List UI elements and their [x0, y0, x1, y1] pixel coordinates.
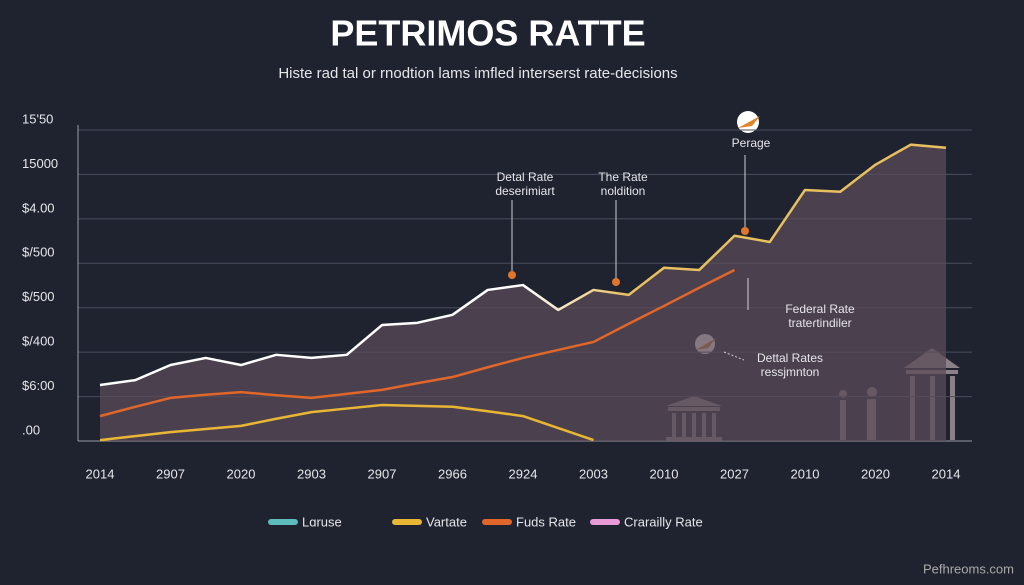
chart-title: PETRIMOS RATTE — [330, 13, 645, 54]
x-tick-label: 2010 — [791, 466, 820, 481]
legend-label: Lɑruse — [302, 514, 342, 529]
x-tick-label: 2903 — [297, 466, 326, 481]
y-tick-label: .00 — [22, 422, 40, 437]
x-tick-label: 2014 — [86, 466, 115, 481]
annotation-text: Perage — [732, 136, 771, 150]
chart-subtitle: Histe rad tal or rnodtion lams imfled in… — [278, 65, 677, 82]
legend-label: Vartate — [426, 514, 467, 529]
y-tick-label: $/500 — [22, 245, 55, 260]
x-tick-label: 2020 — [861, 466, 890, 481]
legend-label: Fuds Rate — [516, 514, 576, 529]
legend-swatch — [482, 519, 512, 525]
annotation-text: Detal Rate — [497, 170, 554, 184]
annotation-marker — [741, 227, 749, 235]
legend-swatch — [590, 519, 620, 525]
x-tick-label: 2027 — [720, 466, 749, 481]
y-tick-label: 15000 — [22, 156, 58, 171]
annotation-marker — [612, 278, 620, 286]
line — [99, 403, 594, 442]
y-tick-label: 15'50 — [22, 111, 53, 126]
annotation-text: deserimiart — [495, 184, 555, 198]
legend-swatch — [268, 519, 298, 525]
y-tick-label: $/500 — [22, 289, 55, 304]
x-tick-label: 2020 — [227, 466, 256, 481]
y-tick-label: $6:00 — [22, 378, 55, 393]
legend-label: Crarailly Rate — [624, 514, 703, 529]
annotation-marker — [508, 271, 516, 279]
annotation-text: Dettal Rates — [757, 351, 823, 365]
line — [99, 143, 947, 387]
area — [100, 144, 946, 441]
x-tick-label: 2907 — [368, 466, 397, 481]
annotation-leader — [723, 351, 745, 361]
x-tick-label: 2003 — [579, 466, 608, 481]
x-tick-label: 2907 — [156, 466, 185, 481]
annotation-text: noldition — [601, 184, 646, 198]
x-tick-label: 2924 — [509, 466, 538, 481]
annotation-text: Federal Rate — [785, 302, 855, 316]
annotation-text: ressjmnton — [761, 365, 820, 379]
watermark: Pefhreoms.com — [923, 561, 1014, 576]
line — [99, 268, 736, 418]
y-tick-label: $/400 — [22, 334, 55, 349]
legend-swatch — [392, 519, 422, 525]
y-tick-label: $4.00 — [22, 200, 55, 215]
x-tick-label: 2014 — [932, 466, 961, 481]
x-tick-label: 2010 — [650, 466, 679, 481]
annotation-text: The Rate — [598, 170, 648, 184]
x-tick-label: 2966 — [438, 466, 467, 481]
annotation-text: trateɾtindiler — [788, 316, 851, 330]
